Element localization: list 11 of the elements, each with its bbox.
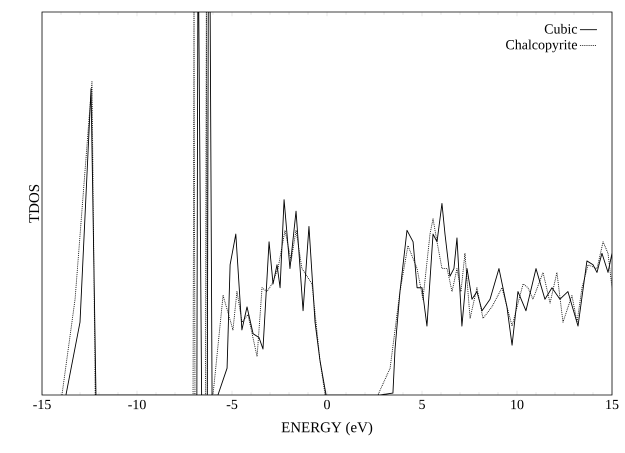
x-tick-label: 5 — [419, 400, 425, 410]
legend-label: Chalcopyrite — [506, 40, 578, 52]
x-tick-label: 15 — [606, 400, 618, 410]
x-tick-label: -5 — [226, 400, 238, 410]
x-tick-label: 0 — [324, 400, 330, 410]
y-axis-title: TDOS — [29, 184, 40, 223]
x-tick-label: -10 — [128, 400, 146, 410]
x-tick-label: 10 — [511, 400, 524, 410]
x-axis-title: ENERGY (eV) — [282, 422, 372, 436]
x-tick-label: -15 — [33, 400, 51, 410]
legend-label: Cubic — [544, 24, 578, 34]
